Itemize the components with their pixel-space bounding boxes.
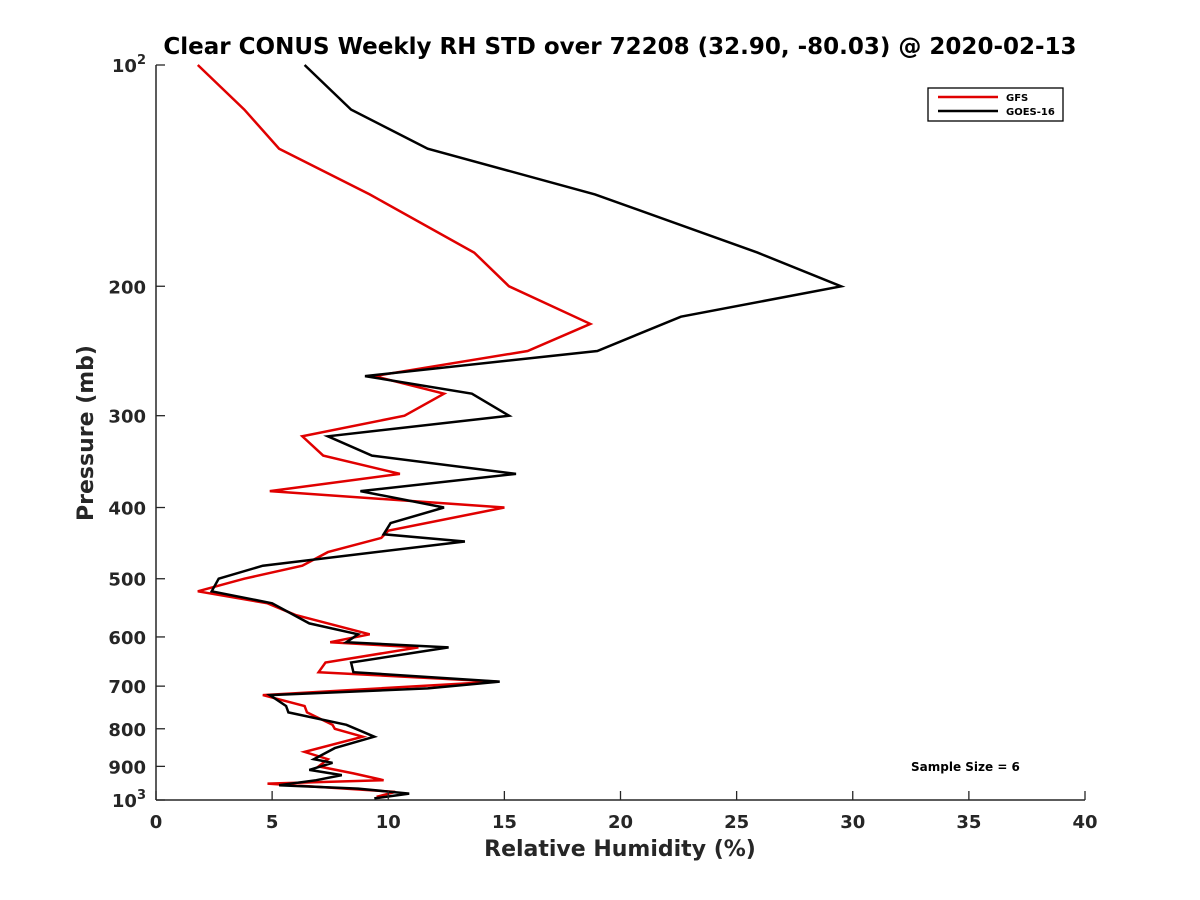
x-tick-label: 25: [724, 812, 749, 833]
sample-size-annotation: Sample Size = 6: [911, 760, 1020, 774]
x-tick-label: 5: [266, 812, 279, 833]
y-tick-label: 800: [108, 720, 146, 741]
x-tick-label: 20: [608, 812, 633, 833]
y-tick-label: 400: [108, 499, 146, 520]
x-axis-ticks: 0 5 10 15 20 25 30 35 40: [150, 791, 1098, 833]
y-tick-label: 200: [108, 277, 146, 298]
y-axis-title: Pressure (mb): [74, 345, 99, 521]
y-tick-label: 700: [108, 677, 146, 698]
legend: GFS GOES-16: [927, 87, 1064, 122]
y-tick-label: 102: [112, 53, 146, 77]
series-layer: [196, 64, 846, 800]
x-tick-label: 30: [840, 812, 865, 833]
x-axis-title: Relative Humidity (%): [484, 837, 756, 862]
y-axis-ticks: 102 200 300 400 500 600 700 800 900 103: [108, 53, 165, 812]
legend-box: [927, 87, 1064, 122]
x-tick-label: 15: [492, 812, 517, 833]
x-tick-label: 40: [1072, 812, 1097, 833]
series-line-goes-16: [209, 64, 846, 800]
legend-label-goes-16: GOES-16: [1006, 107, 1055, 118]
series-line-gfs: [196, 64, 594, 799]
y-tick-label: 600: [108, 628, 146, 649]
x-tick-label: 35: [956, 812, 981, 833]
y-tick-label: 500: [108, 570, 146, 591]
legend-label-gfs: GFS: [1006, 93, 1028, 104]
chart-title: Clear CONUS Weekly RH STD over 72208 (32…: [163, 34, 1076, 60]
y-tick-label: 103: [112, 788, 146, 812]
x-tick-label: 0: [150, 812, 163, 833]
y-tick-label: 300: [108, 407, 146, 428]
x-tick-label: 10: [376, 812, 401, 833]
plot-area: [156, 65, 1085, 800]
y-tick-label: 900: [108, 757, 146, 778]
